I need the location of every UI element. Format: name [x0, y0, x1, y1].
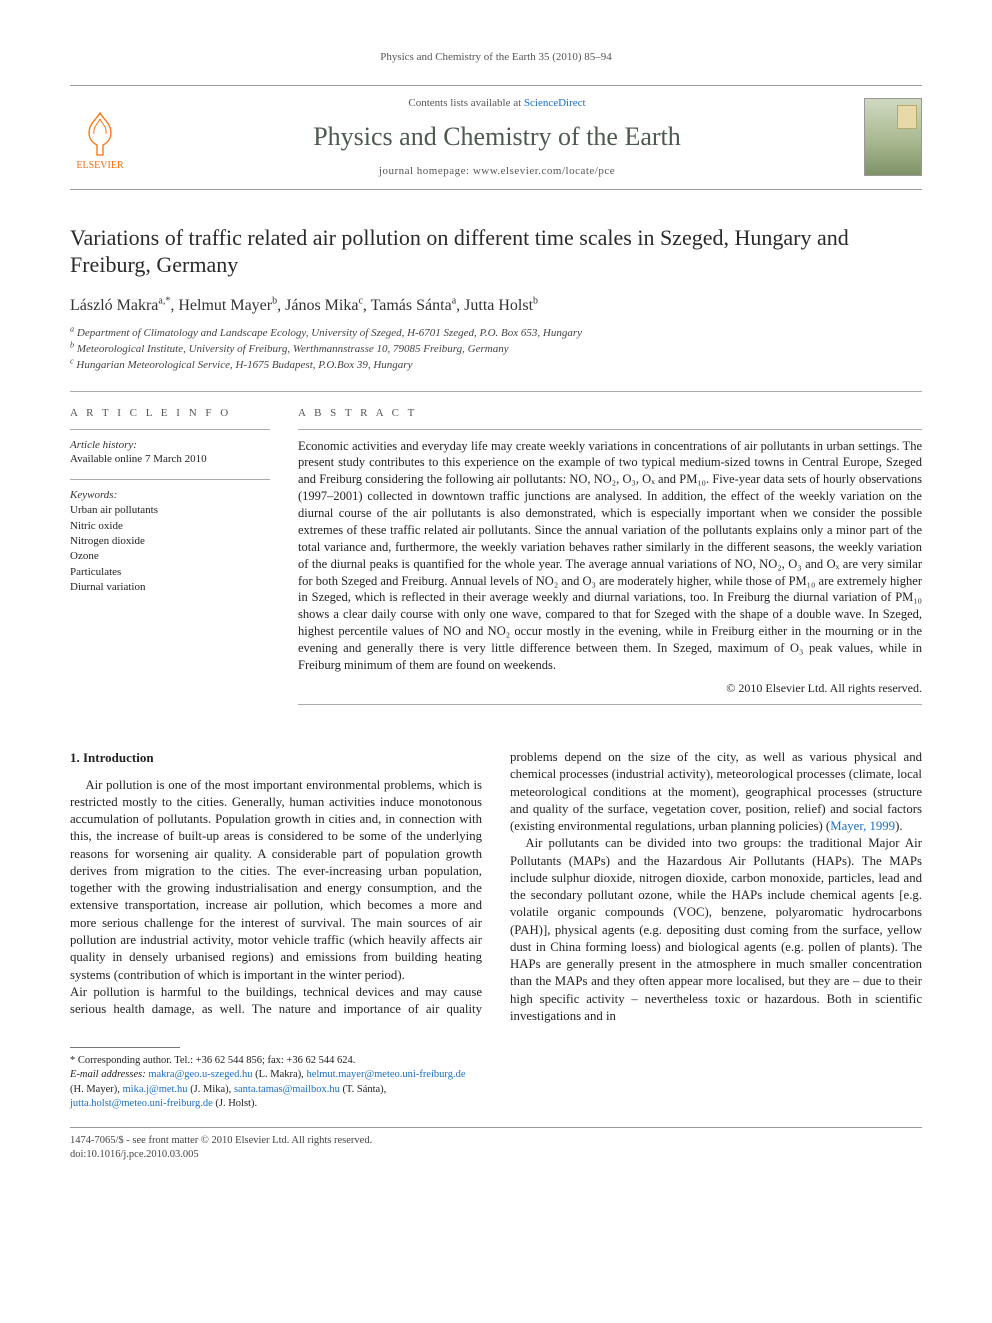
journal-name: Physics and Chemistry of the Earth — [148, 119, 846, 154]
doi-line: doi:10.1016/j.pce.2010.03.005 — [70, 1148, 372, 1162]
author-list: László Makraa,*, Helmut Mayerb, János Mi… — [70, 295, 922, 317]
journal-homepage: journal homepage: www.elsevier.com/locat… — [148, 164, 846, 179]
homepage-url: www.elsevier.com/locate/pce — [473, 165, 615, 177]
journal-cover-thumb — [864, 98, 922, 176]
affiliations: a Department of Climatology and Landscap… — [70, 326, 922, 373]
tree-icon — [75, 109, 125, 159]
body-paragraph: Air pollutants can be divided into two g… — [510, 835, 922, 1025]
front-matter-line: 1474-7065/$ - see front matter © 2010 El… — [70, 1134, 372, 1148]
keywords-label: Keywords: — [70, 488, 270, 503]
footnote-separator — [70, 1047, 180, 1048]
email-link[interactable]: jutta.holst@meteo.uni-freiburg.de — [70, 1098, 213, 1109]
body-paragraph: Air pollution is one of the most importa… — [70, 777, 482, 984]
affiliation-line: c Hungarian Meteorological Service, H-16… — [70, 358, 922, 373]
elsevier-logo: ELSEVIER — [70, 102, 130, 172]
abstract-column: A B S T R A C T Economic activities and … — [298, 406, 922, 705]
homepage-prefix: journal homepage: — [379, 165, 473, 177]
article-info-header: A R T I C L E I N F O — [70, 406, 270, 421]
running-header: Physics and Chemistry of the Earth 35 (2… — [70, 50, 922, 65]
email-link[interactable]: mika.j@met.hu — [122, 1084, 187, 1095]
keyword-item: Particulates — [70, 565, 270, 580]
keyword-item: Ozone — [70, 549, 270, 564]
keywords-list: Urban air pollutantsNitric oxideNitrogen… — [70, 503, 270, 595]
keyword-item: Diurnal variation — [70, 580, 270, 595]
corresponding-author-line: * Corresponding author. Tel.: +36 62 544… — [70, 1054, 470, 1068]
article-history-label: Article history: — [70, 438, 270, 453]
keyword-item: Nitrogen dioxide — [70, 534, 270, 549]
affiliation-line: b Meteorological Institute, University o… — [70, 342, 922, 357]
body-two-column: 1. Introduction Air pollution is one of … — [70, 749, 922, 1025]
email-link[interactable]: santa.tamas@mailbox.hu — [234, 1084, 340, 1095]
citation-link[interactable]: Mayer, 1999 — [830, 819, 895, 833]
keyword-item: Nitric oxide — [70, 519, 270, 534]
keyword-item: Urban air pollutants — [70, 503, 270, 518]
email-link[interactable]: makra@geo.u-szeged.hu — [148, 1069, 252, 1080]
abstract-header: A B S T R A C T — [298, 406, 922, 421]
publisher-label: ELSEVIER — [76, 159, 123, 173]
contents-prefix: Contents lists available at — [408, 97, 523, 109]
email-link[interactable]: helmut.mayer@meteo.uni-freiburg.de — [306, 1069, 465, 1080]
affiliation-line: a Department of Climatology and Landscap… — [70, 326, 922, 341]
section-1-header: 1. Introduction — [70, 749, 482, 767]
abstract-copyright: © 2010 Elsevier Ltd. All rights reserved… — [298, 680, 922, 696]
abstract-text: Economic activities and everyday life ma… — [298, 438, 922, 674]
article-info-sidebar: A R T I C L E I N F O Article history: A… — [70, 406, 270, 705]
article-history-value: Available online 7 March 2010 — [70, 452, 270, 467]
article-title: Variations of traffic related air pollut… — [70, 224, 922, 279]
footnotes: * Corresponding author. Tel.: +36 62 544… — [70, 1054, 470, 1111]
contents-available-line: Contents lists available at ScienceDirec… — [148, 96, 846, 111]
sciencedirect-link[interactable]: ScienceDirect — [524, 97, 586, 109]
masthead: ELSEVIER Contents lists available at Sci… — [70, 85, 922, 190]
email-addresses-line: E-mail addresses: makra@geo.u-szeged.hu … — [70, 1068, 470, 1111]
page-footer-bar: 1474-7065/$ - see front matter © 2010 El… — [70, 1127, 922, 1162]
